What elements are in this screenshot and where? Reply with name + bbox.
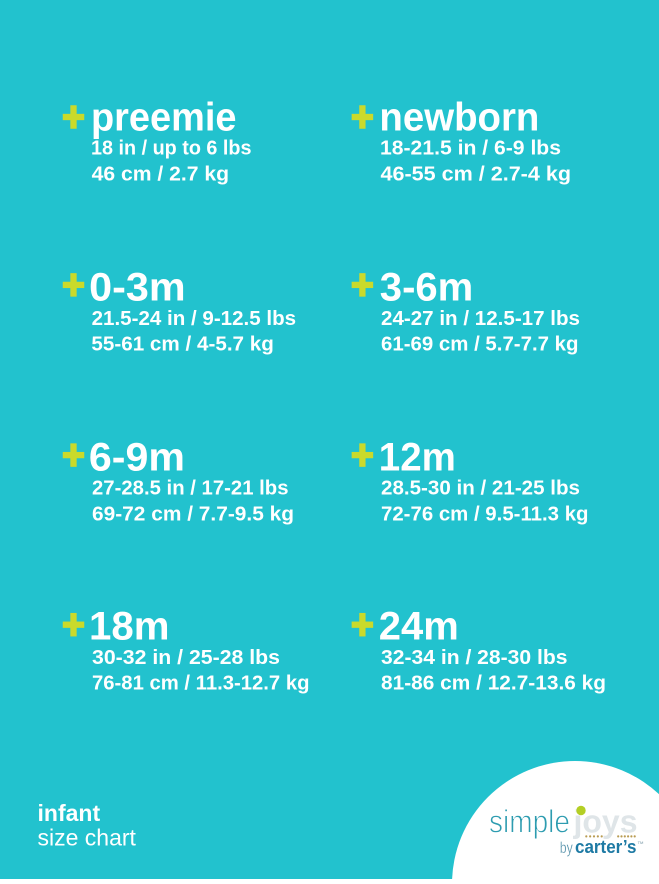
- svg-text:69-72 cm / 7.7-9.5 kg: 69-72 cm / 7.7-9.5 kg: [92, 503, 294, 525]
- svg-text:32-34 in / 28-30 lbs: 32-34 in / 28-30 lbs: [381, 647, 568, 669]
- svg-text:46 cm / 2.7 kg: 46 cm / 2.7 kg: [92, 164, 230, 186]
- svg-text:simple: simple: [489, 804, 570, 840]
- svg-text:18 in / up to 6 lbs: 18 in / up to 6 lbs: [91, 138, 252, 160]
- svg-text:preemie: preemie: [91, 95, 237, 139]
- svg-text:81-86 cm / 12.7-13.6 kg: 81-86 cm / 12.7-13.6 kg: [381, 673, 606, 695]
- svg-text:18m: 18m: [89, 605, 170, 649]
- svg-text:55-61 cm / 4-5.7 kg: 55-61 cm / 4-5.7 kg: [91, 334, 274, 356]
- svg-text:27-28.5 in / 17-21 lbs: 27-28.5 in / 17-21 lbs: [92, 478, 289, 500]
- svg-text:0-3m: 0-3m: [89, 266, 186, 310]
- svg-text:12m: 12m: [379, 435, 456, 479]
- svg-text:24-27 in / 12.5-17 lbs: 24-27 in / 12.5-17 lbs: [381, 308, 580, 330]
- svg-text:30-32 in / 25-28 lbs: 30-32 in / 25-28 lbs: [92, 647, 280, 669]
- svg-text:™: ™: [637, 841, 644, 848]
- svg-text:28.5-30 in / 21-25 lbs: 28.5-30 in / 21-25 lbs: [381, 478, 580, 500]
- svg-text:size chart: size chart: [38, 825, 137, 851]
- svg-text:carter’s: carter’s: [575, 837, 637, 857]
- svg-text:24m: 24m: [379, 605, 459, 649]
- svg-text:21.5-24 in / 9-12.5 lbs: 21.5-24 in / 9-12.5 lbs: [92, 308, 297, 330]
- svg-text:61-69 cm / 5.7-7.7 kg: 61-69 cm / 5.7-7.7 kg: [381, 334, 579, 356]
- svg-text:18-21.5 in / 6-9 lbs: 18-21.5 in / 6-9 lbs: [380, 138, 561, 160]
- svg-text:6-9m: 6-9m: [89, 435, 185, 479]
- svg-text:76-81 cm / 11.3-12.7 kg: 76-81 cm / 11.3-12.7 kg: [92, 673, 310, 695]
- svg-text:72-76 cm / 9.5-11.3 kg: 72-76 cm / 9.5-11.3 kg: [381, 503, 589, 525]
- svg-text:3-6m: 3-6m: [380, 266, 474, 310]
- svg-text:infant: infant: [38, 800, 101, 826]
- svg-text:newborn: newborn: [379, 95, 539, 139]
- svg-text:by: by: [560, 840, 573, 857]
- svg-text:46-55 cm / 2.7-4 kg: 46-55 cm / 2.7-4 kg: [381, 164, 572, 186]
